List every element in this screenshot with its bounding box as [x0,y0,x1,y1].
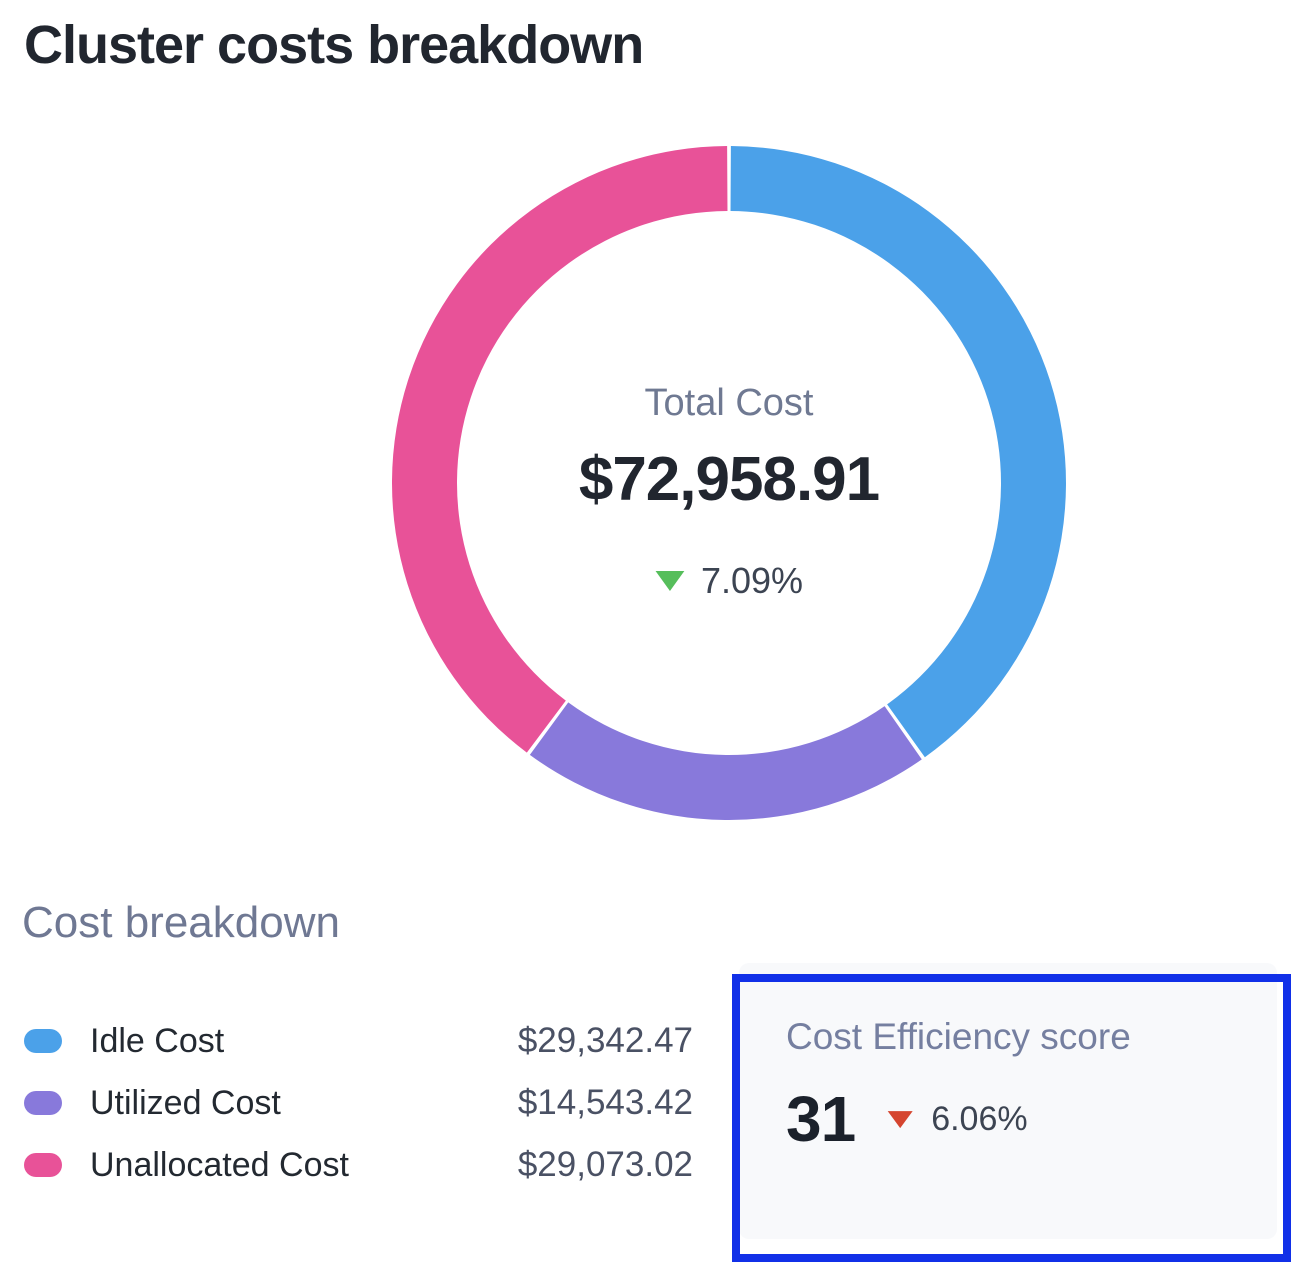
cluster-costs-donut-chart [392,146,1066,820]
donut-segment-idle-cost[interactable] [730,146,1066,758]
cost-efficiency-score: 31 [786,1083,856,1155]
legend-label: Idle Cost [90,1021,225,1060]
page-title: Cluster costs breakdown [24,15,644,75]
donut-segment-utilized-cost[interactable] [529,702,922,820]
donut-segment-unallocated-cost[interactable] [392,146,728,753]
legend-label: Utilized Cost [90,1083,281,1122]
cost-efficiency-heading: Cost Efficiency score [786,1016,1131,1057]
cost-efficiency-delta: 6.06% [887,1100,1028,1139]
cost-efficiency-delta-value: 6.06% [931,1100,1028,1139]
legend-value: $29,073.02 [517,1145,693,1184]
cost-breakdown-heading: Cost breakdown [22,898,340,947]
trend-down-icon [887,1111,913,1129]
legend-value: $29,342.47 [517,1021,693,1060]
legend-row-utilized-cost[interactable]: Utilized Cost $14,543.42 [24,1072,693,1134]
legend-row-idle-cost[interactable]: Idle Cost $29,342.47 [24,1010,693,1072]
legend-row-unallocated-cost[interactable]: Unallocated Cost $29,073.02 [24,1134,693,1196]
cost-efficiency-card[interactable] [739,963,1277,1239]
unallocated-cost-swatch-icon [24,1153,62,1177]
legend-label: Unallocated Cost [90,1145,349,1184]
idle-cost-swatch-icon [24,1029,62,1053]
utilized-cost-swatch-icon [24,1091,62,1115]
cost-breakdown-legend: Idle Cost $29,342.47 Utilized Cost $14,5… [24,1010,693,1196]
legend-value: $14,543.42 [517,1083,693,1122]
cost-efficiency-score-row: 31 6.06% [786,1083,1028,1155]
